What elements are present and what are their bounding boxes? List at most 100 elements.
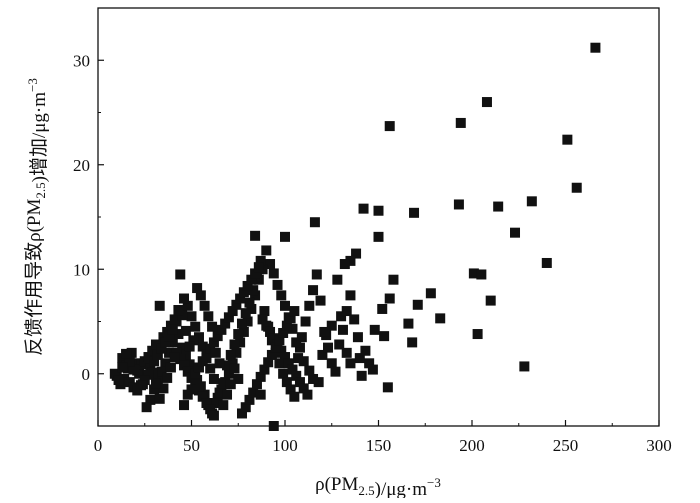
data-point — [300, 316, 311, 327]
data-point — [274, 358, 285, 369]
data-point — [132, 385, 143, 396]
y-tick-label: 0 — [82, 365, 91, 384]
data-point — [197, 391, 208, 402]
data-point — [296, 332, 307, 343]
data-point — [177, 342, 188, 353]
data-point — [476, 269, 487, 280]
data-point — [326, 320, 337, 331]
data-point — [334, 339, 345, 350]
data-point — [403, 318, 414, 329]
data-point — [182, 366, 193, 377]
data-point — [590, 42, 601, 53]
data-point — [352, 332, 363, 343]
x-tick-label: 150 — [366, 436, 392, 455]
data-point — [280, 300, 290, 311]
data-point — [261, 320, 272, 331]
data-point — [377, 303, 388, 314]
data-point — [382, 382, 393, 393]
data-point — [330, 366, 341, 377]
data-point — [186, 311, 197, 322]
data-point — [302, 389, 313, 400]
data-point — [358, 203, 369, 214]
data-point — [128, 364, 139, 375]
data-point — [287, 364, 298, 375]
x-tick-label: 300 — [646, 436, 672, 455]
data-point — [119, 373, 130, 384]
data-point — [412, 299, 423, 310]
data-point — [313, 377, 324, 388]
data-point — [201, 398, 212, 409]
data-point — [308, 285, 319, 296]
data-point — [238, 287, 249, 298]
data-point — [199, 300, 210, 311]
data-point — [143, 352, 154, 363]
data-point — [360, 345, 371, 356]
data-point — [197, 341, 208, 352]
data-point — [250, 290, 261, 301]
data-point — [208, 337, 219, 348]
data-point — [205, 343, 216, 354]
data-point — [190, 368, 201, 379]
data-point — [218, 400, 229, 411]
data-point — [283, 358, 294, 369]
data-point — [186, 384, 197, 395]
data-point — [510, 227, 521, 238]
data-point — [182, 300, 193, 311]
data-point — [160, 337, 171, 348]
data-point — [294, 342, 305, 353]
data-point — [233, 373, 244, 384]
data-point — [571, 182, 582, 193]
data-point — [222, 360, 233, 371]
x-tick-label: 250 — [553, 436, 579, 455]
data-point — [235, 293, 246, 304]
y-tick-label: 30 — [73, 51, 90, 70]
data-point — [162, 372, 173, 383]
data-point — [519, 361, 530, 372]
data-point — [281, 320, 292, 331]
x-tick-label: 100 — [272, 436, 298, 455]
data-point — [268, 333, 279, 344]
data-point — [212, 392, 223, 403]
data-point — [332, 274, 343, 285]
data-point — [311, 269, 322, 280]
data-point — [238, 326, 249, 337]
data-point — [541, 257, 552, 268]
data-point — [289, 391, 300, 402]
data-point — [409, 207, 420, 218]
data-point — [309, 217, 320, 228]
data-point — [149, 384, 160, 395]
data-point — [250, 268, 261, 279]
data-point — [248, 387, 259, 398]
data-point — [121, 348, 132, 359]
data-point — [225, 349, 236, 360]
data-point — [229, 363, 240, 374]
data-point — [373, 231, 384, 242]
data-point — [231, 299, 242, 310]
data-point — [345, 255, 356, 266]
axis-ticks: 0 50 100 150 200 250 300 0 10 20 30 — [73, 51, 672, 455]
data-point — [349, 314, 360, 325]
data-point — [124, 356, 135, 367]
data-point — [272, 279, 283, 290]
data-point — [167, 324, 178, 335]
data-point — [139, 375, 150, 386]
data-point — [248, 285, 259, 296]
data-point — [388, 274, 399, 285]
data-point — [154, 393, 165, 404]
data-point — [281, 377, 292, 388]
data-point — [293, 353, 304, 364]
data-point — [208, 410, 219, 421]
data-point — [266, 349, 277, 360]
data-point — [367, 364, 378, 375]
data-point — [201, 349, 212, 360]
data-point — [369, 324, 380, 335]
data-point — [179, 400, 190, 411]
data-point — [126, 347, 137, 358]
data-point — [472, 329, 483, 340]
data-point — [184, 359, 195, 370]
data-point — [109, 368, 120, 379]
data-point — [158, 332, 169, 343]
data-point — [173, 305, 184, 316]
